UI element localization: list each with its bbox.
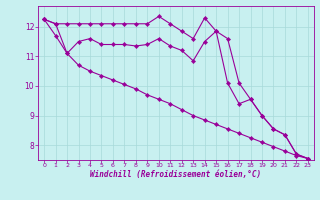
X-axis label: Windchill (Refroidissement éolien,°C): Windchill (Refroidissement éolien,°C) <box>91 170 261 179</box>
